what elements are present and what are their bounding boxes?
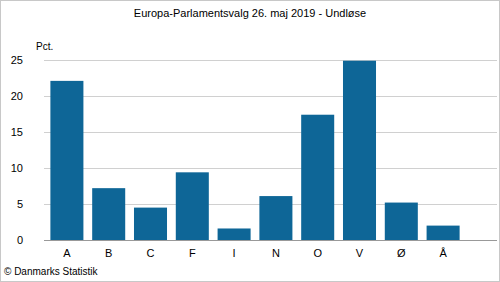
bar xyxy=(385,203,418,240)
grid-line xyxy=(44,168,497,169)
y-tick-label: 15 xyxy=(11,126,23,138)
y-tick-label: 20 xyxy=(11,90,23,102)
y-tick-label: 0 xyxy=(17,234,23,246)
chart: Europa-Parlamentsvalg 26. maj 2019 - Und… xyxy=(0,0,500,282)
bar xyxy=(343,61,376,240)
x-tick-label: Å xyxy=(439,247,447,259)
grid-line xyxy=(44,240,497,241)
x-tick-label: I xyxy=(233,247,236,259)
y-tick-label: 10 xyxy=(11,162,23,174)
bar xyxy=(218,228,251,240)
x-tick-label: A xyxy=(63,247,71,259)
bar xyxy=(427,226,460,240)
bar xyxy=(50,81,83,240)
frame xyxy=(1,1,500,282)
x-tick-label: F xyxy=(189,247,196,259)
x-tick-label: V xyxy=(356,247,364,259)
bar xyxy=(259,196,292,240)
grid-line xyxy=(44,132,497,133)
bars xyxy=(50,61,459,240)
bar xyxy=(92,188,125,240)
y-tick-label: 25 xyxy=(11,54,23,66)
bar xyxy=(134,208,167,240)
grid-line xyxy=(44,60,497,61)
bar xyxy=(301,115,334,240)
y-tick-label: 5 xyxy=(17,198,23,210)
title: Europa-Parlamentsvalg 26. maj 2019 - Und… xyxy=(134,7,366,19)
x-tick-label: B xyxy=(105,247,112,259)
x-tick-label: N xyxy=(272,247,280,259)
bar xyxy=(176,172,209,240)
grid-line xyxy=(44,96,497,97)
x-tick-label: C xyxy=(147,247,155,259)
source: © Danmarks Statistik xyxy=(4,266,99,277)
y-label: Pct. xyxy=(36,41,53,52)
x-tick-label: O xyxy=(313,247,322,259)
x-tick-label: Ø xyxy=(397,247,406,259)
